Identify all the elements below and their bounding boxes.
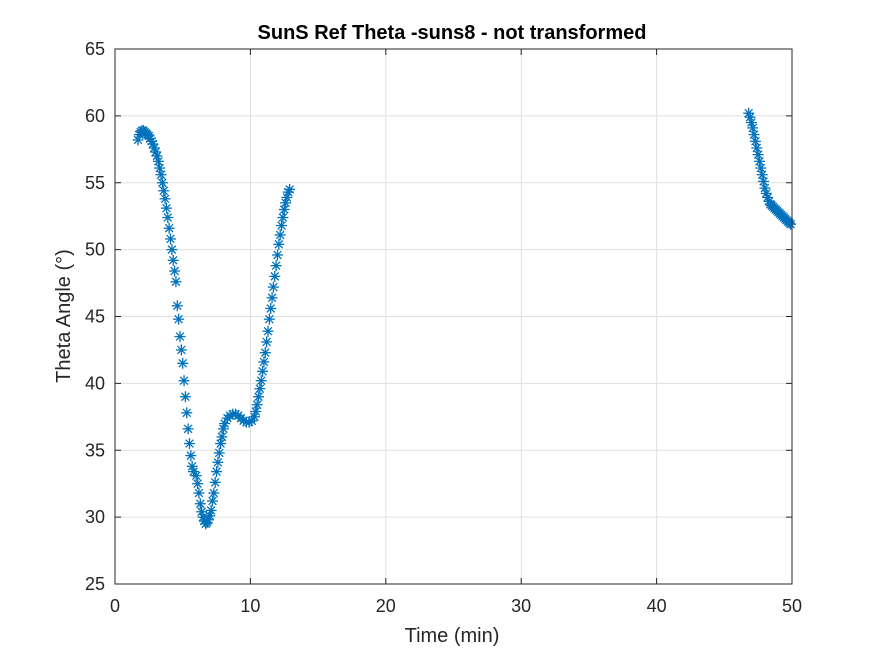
y-tick-label: 60	[85, 106, 105, 126]
y-tick-label: 55	[85, 173, 105, 193]
x-tick-label: 40	[647, 596, 667, 616]
data-point	[192, 478, 204, 490]
data-point	[749, 135, 761, 147]
x-axis: 0 10 20 30 40 50	[110, 49, 802, 616]
x-tick-label: 10	[240, 596, 260, 616]
data-point	[216, 431, 228, 443]
data-point	[273, 238, 285, 250]
data-point	[160, 202, 172, 214]
data-point	[183, 438, 195, 450]
data-point	[163, 222, 175, 234]
y-tick-label: 30	[85, 507, 105, 527]
y-axis: 25 30 35 40 45 50 55 60 65	[85, 39, 792, 594]
data-point	[186, 460, 198, 472]
y-tick-label: 35	[85, 440, 105, 460]
y-tick-label: 45	[85, 307, 105, 327]
data-point	[752, 149, 764, 161]
data-point	[278, 204, 290, 215]
data-point	[254, 383, 266, 395]
data-point	[754, 155, 766, 167]
data-point	[257, 365, 269, 377]
y-tick-label: 50	[85, 240, 105, 260]
x-axis-title: Time (min)	[405, 625, 500, 647]
data-point	[173, 313, 185, 325]
y-tick-label: 25	[85, 574, 105, 594]
data-point	[170, 276, 182, 288]
data-point	[258, 356, 270, 368]
data-point	[271, 249, 283, 261]
data-point	[194, 498, 206, 510]
data-point	[209, 476, 221, 488]
data-point	[155, 169, 167, 181]
data-point	[251, 399, 263, 411]
data-point	[162, 212, 174, 224]
data-point	[270, 260, 282, 272]
data-point	[265, 302, 277, 314]
data-point	[174, 331, 186, 343]
data-point	[179, 391, 191, 403]
data-point	[250, 405, 262, 417]
data-point	[167, 254, 179, 266]
data-point	[166, 244, 178, 256]
data-point	[751, 142, 763, 154]
data-point	[215, 438, 227, 450]
data-point	[205, 504, 217, 516]
data-point	[156, 177, 168, 189]
data-point	[756, 169, 768, 181]
data-point	[758, 175, 770, 187]
data-point	[212, 456, 224, 468]
data-point	[181, 407, 193, 419]
data-point	[190, 470, 202, 482]
data-point	[206, 495, 218, 507]
data-point	[178, 375, 190, 387]
data-point	[165, 233, 177, 245]
chart-title: SunS Ref Theta -suns8 - not transformed	[258, 22, 647, 44]
x-tick-label: 20	[376, 596, 396, 616]
data-point	[177, 357, 189, 369]
plot-area: 0 10 20 30 40 50 25 30 35 40 45 50 55 60 65	[85, 39, 802, 616]
data-point	[785, 218, 797, 230]
y-tick-label: 40	[85, 373, 105, 393]
data-point	[169, 265, 181, 277]
data-point	[745, 117, 757, 129]
data-point	[259, 347, 271, 359]
data-point	[175, 344, 187, 356]
data-point	[159, 193, 171, 205]
data-point	[158, 185, 170, 197]
data-point	[261, 336, 273, 348]
data-point	[274, 229, 286, 241]
data-point	[253, 391, 265, 403]
data-point	[276, 220, 288, 232]
data-point	[152, 155, 164, 167]
data-point	[262, 325, 274, 337]
y-tick-label: 65	[85, 39, 105, 59]
data-point	[263, 313, 275, 325]
data-point	[266, 292, 278, 304]
data-point	[269, 270, 281, 282]
data-point	[255, 375, 267, 387]
data-point	[171, 300, 183, 312]
data-series	[132, 107, 797, 530]
data-point	[267, 281, 279, 293]
data-point	[154, 162, 166, 174]
data-point	[182, 423, 194, 435]
data-point	[185, 450, 197, 462]
x-tick-label: 0	[110, 596, 120, 616]
x-tick-label: 50	[782, 596, 802, 616]
data-point	[208, 487, 220, 499]
data-point	[277, 212, 289, 224]
data-point	[748, 129, 760, 141]
y-axis-title: Theta Angle (°)	[53, 249, 75, 383]
data-point	[151, 150, 163, 162]
data-point	[747, 122, 759, 134]
data-point	[211, 466, 223, 478]
data-point	[284, 183, 296, 195]
data-point	[193, 487, 205, 499]
data-point	[755, 162, 767, 174]
x-tick-label: 30	[511, 596, 531, 616]
data-point	[213, 447, 225, 459]
